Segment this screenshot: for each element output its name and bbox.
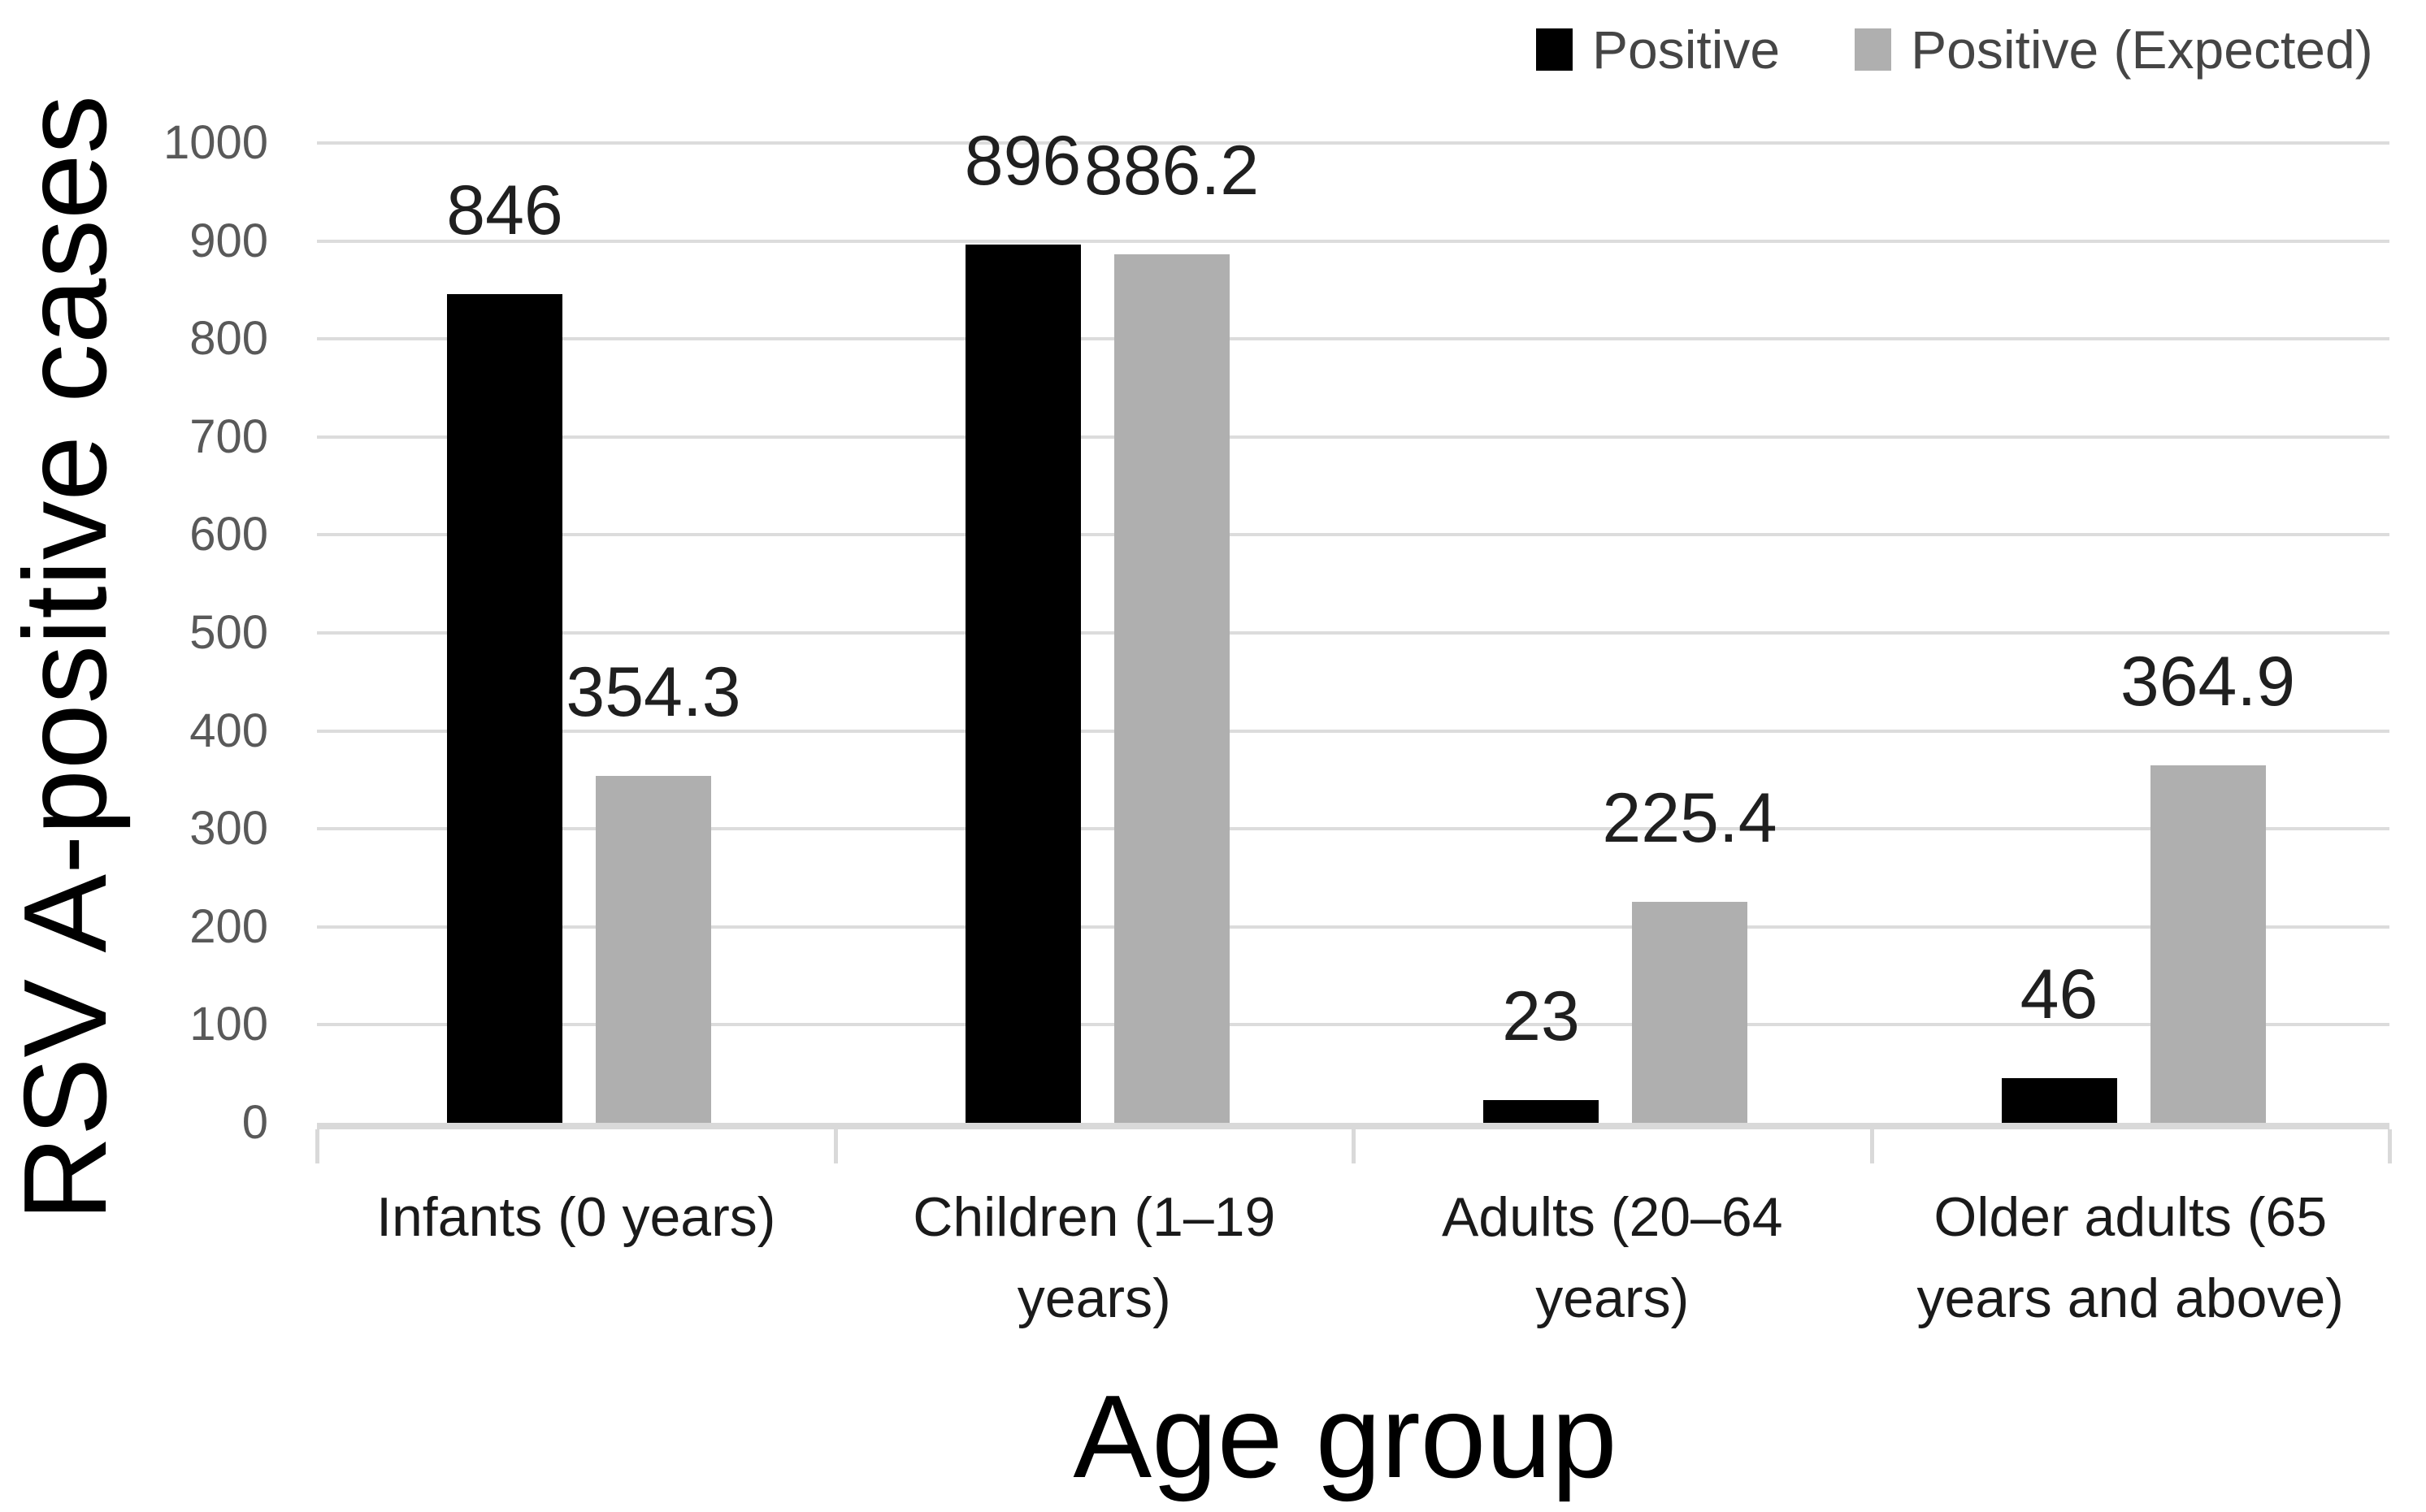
data-label: 46 [2020,955,2098,1033]
data-label: 364.9 [2120,642,2296,721]
gridline [317,729,2389,733]
legend-item: Positive [1536,21,1780,78]
gridline [317,239,2389,243]
y-tick-label: 100 [189,998,268,1051]
x-category-label: Children (1–19 years) [834,1176,1354,1339]
y-tick-label: 300 [189,802,268,856]
x-category-label-line: years) [1535,1267,1690,1329]
x-axis-tick [833,1129,838,1163]
y-tick-label: 600 [189,508,268,561]
x-category-label-line: Infants (0 years) [376,1186,776,1248]
x-category-label-line: Older adults (65 [1933,1186,2328,1248]
y-tick-label: 400 [189,704,268,757]
data-label: 896 [964,122,1082,201]
y-tick-label: 1000 [163,116,268,169]
x-category-label: Adults (20–64 years) [1352,1176,1873,1339]
bar-positive [447,293,562,1123]
y-tick-label: 700 [189,409,268,463]
y-tick-label: 200 [189,899,268,953]
y-tick-label: 500 [189,606,268,659]
x-category-label-line: years) [1017,1267,1171,1329]
x-axis-line [317,1123,2389,1129]
x-axis-tick [1352,1129,1356,1163]
data-label: 886.2 [1083,132,1260,210]
legend-swatch-icon [1536,28,1573,71]
data-label: 23 [1502,977,1580,1056]
x-axis-title: Age group [1073,1371,1617,1502]
data-label: 354.3 [566,652,741,731]
gridline [317,631,2389,635]
gridline [317,141,2389,145]
data-label: 846 [446,171,563,249]
gridline [317,827,2389,831]
x-category-label: Infants (0 years) [316,1176,836,1258]
x-category-label-line: Children (1–19 [913,1186,1276,1248]
bar-positive [1483,1100,1599,1123]
legend: Positive Positive (Expected) [1536,21,2373,78]
bar-positive-expected [596,775,711,1123]
gridline [317,337,2389,341]
y-tick-label: 800 [189,312,268,366]
legend-item: Positive (Expected) [1855,21,2373,78]
gridline [317,435,2389,439]
bar-positive-expected [1632,902,1747,1123]
gridline [317,533,2389,537]
bar-positive-expected [2150,765,2266,1123]
gridline [317,1023,2389,1027]
gridline [317,925,2389,929]
bar-positive [2001,1077,2117,1123]
bar-positive-expected [1113,254,1230,1123]
x-category-label: Older adults (65 years and above) [1870,1176,2390,1339]
bar-positive [965,245,1081,1123]
y-tick-label: 0 [241,1096,268,1149]
x-category-label-line: Adults (20–64 [1441,1186,1783,1248]
x-axis-tick [315,1129,319,1163]
legend-swatch-icon [1855,28,1892,71]
data-label: 225.4 [1602,779,1777,858]
x-category-label-line: years and above) [1916,1267,2344,1329]
legend-label: Positive [1592,19,1781,80]
legend-label: Positive (Expected) [1911,19,2373,80]
x-axis-tick [2388,1129,2392,1163]
x-axis-tick [1869,1129,1874,1163]
y-tick-label: 900 [189,214,268,267]
